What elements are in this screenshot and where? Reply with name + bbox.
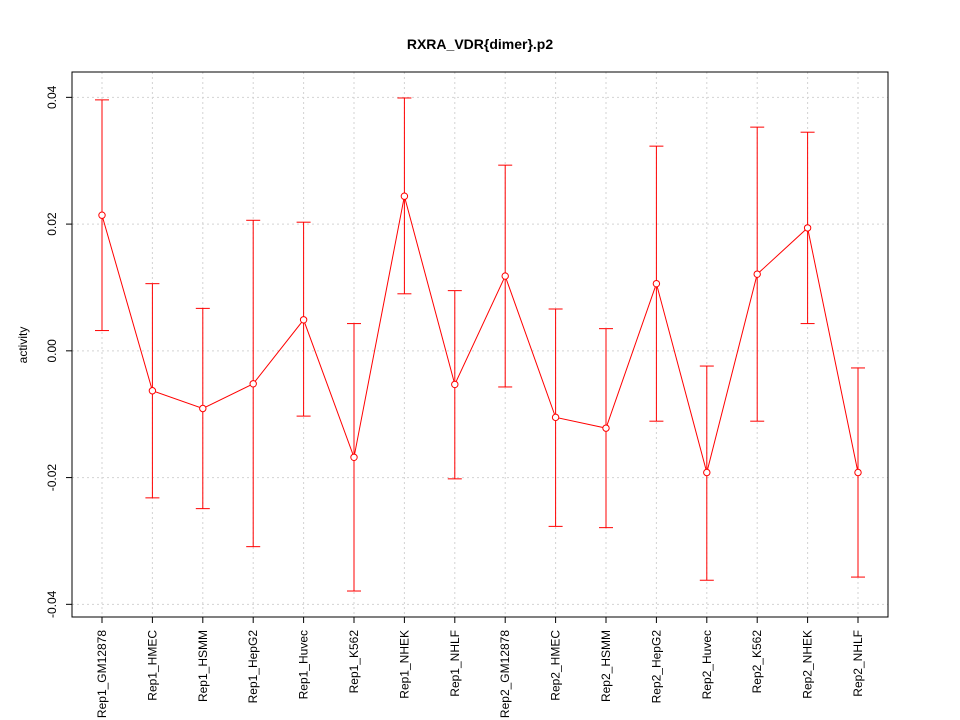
x-tick-label: Rep1_Huvec bbox=[297, 630, 311, 699]
plot-border bbox=[71, 71, 889, 618]
y-tick-label: -0.04 bbox=[45, 590, 59, 618]
x-tick-label: Rep2_HSMM bbox=[599, 630, 613, 702]
data-point bbox=[400, 192, 409, 200]
data-point bbox=[602, 424, 610, 432]
data-point bbox=[148, 387, 157, 395]
x-tick-label: Rep1_HSMM bbox=[196, 630, 210, 702]
data-point bbox=[199, 404, 207, 413]
series bbox=[95, 97, 865, 592]
data-point bbox=[451, 380, 459, 389]
series-line bbox=[101, 196, 859, 475]
x-tick-label: Rep2_K562 bbox=[750, 630, 764, 694]
x-tick-label: Rep1_NHEK bbox=[397, 630, 411, 699]
x-tick-label: Rep1_HepG2 bbox=[246, 630, 260, 704]
data-point bbox=[703, 468, 711, 477]
x-tick-label: Rep1_HMEC bbox=[145, 630, 159, 701]
data-point bbox=[501, 272, 509, 280]
x-tick-label: Rep2_GM12878 bbox=[498, 630, 512, 718]
x-tick-label: Rep2_Huvec bbox=[700, 630, 714, 699]
x-tick-label: Rep1_GM12878 bbox=[95, 630, 109, 718]
grid bbox=[72, 72, 888, 617]
y-tick-label: 0.00 bbox=[45, 339, 59, 363]
data-point bbox=[652, 279, 661, 288]
x-tick-label: Rep2_NHLF bbox=[851, 630, 865, 697]
data-point bbox=[854, 468, 862, 477]
data-point bbox=[350, 453, 358, 462]
axes: -0.04 -0.02 0.00 0.02 0.04 Rep1_GM12878 Rep1_H… bbox=[45, 71, 889, 718]
x-tick-label: Rep2_HepG2 bbox=[649, 630, 663, 704]
chart-title: RXRA_VDR{dimer}.p2 bbox=[407, 36, 553, 52]
y-tick-label: 0.04 bbox=[45, 85, 59, 109]
data-point bbox=[551, 413, 560, 422]
data-point bbox=[249, 380, 257, 388]
x-tick-label: Rep2_NHEK bbox=[801, 630, 815, 699]
x-tick-label: Rep1_K562 bbox=[347, 630, 361, 694]
data-point bbox=[299, 316, 308, 324]
data-point bbox=[98, 211, 106, 219]
y-axis-label: activity bbox=[16, 327, 30, 364]
data-point bbox=[753, 270, 761, 278]
y-tick-label: -0.02 bbox=[45, 464, 59, 492]
data-point bbox=[803, 224, 812, 232]
y-tick-label: 0.02 bbox=[45, 212, 59, 236]
x-tick-label: Rep2_HMEC bbox=[549, 630, 563, 701]
x-tick-label: Rep1_NHLF bbox=[448, 630, 462, 697]
